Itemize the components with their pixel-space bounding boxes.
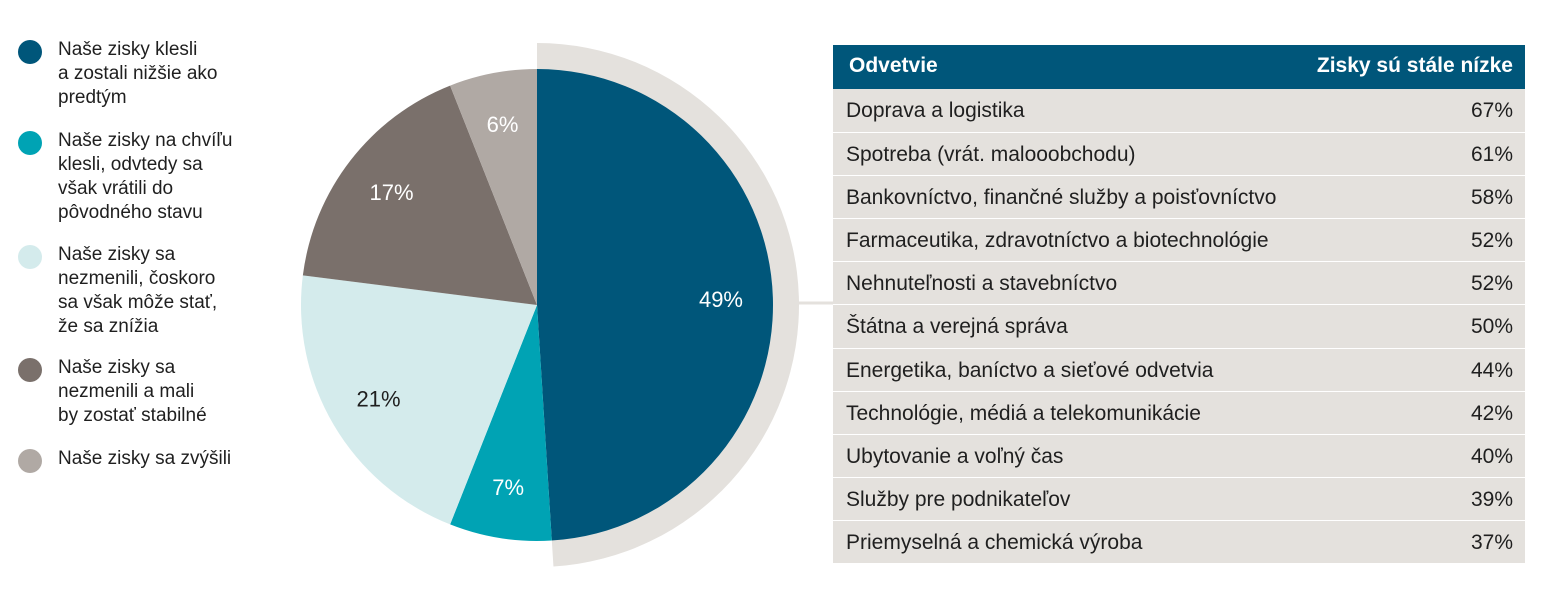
pie-slice-label: 21% [357, 387, 401, 412]
sector-value: 42% [1470, 401, 1513, 425]
sector-name: Bankovníctvo, finančné služby a poisťovn… [846, 186, 1277, 210]
pie-slice-label: 17% [370, 180, 414, 205]
legend-swatch [18, 131, 42, 155]
legend-label: Naše zisky na chvíľu klesli, odvtedy sa … [58, 130, 233, 223]
pie-slice [450, 69, 537, 305]
legend-swatch [18, 358, 42, 382]
table-row: Doprava a logistika 67% [833, 89, 1525, 132]
sector-table: Odvetvie Zisky sú stále nízke Doprava a … [833, 45, 1525, 564]
legend-label: Naše zisky sa nezmenili, čoskoro sa však… [58, 244, 218, 337]
sector-name: Štátna a verejná správa [846, 315, 1068, 339]
table-row: Ubytovanie a voľný čas 40% [833, 433, 1525, 477]
sector-value: 58% [1470, 186, 1513, 210]
pie-slice [302, 85, 537, 305]
sector-value: 39% [1470, 487, 1513, 511]
legend-swatch [18, 245, 42, 269]
table-row: Služby pre podnikateľov 39% [833, 476, 1525, 520]
table-row: Bankovníctvo, finančné služby a poisťovn… [833, 175, 1525, 218]
sector-value: 50% [1470, 315, 1513, 339]
sector-name: Priemyselná a chemická výroba [846, 530, 1143, 554]
sector-name: Energetika, baníctvo a sieťové odvetvia [846, 358, 1214, 382]
legend-label: Naše zisky klesli a zostali nižšie ako p… [58, 39, 218, 108]
sector-name: Farmaceutika, zdravotníctvo a biotechnol… [846, 229, 1269, 253]
pie-slice [537, 69, 773, 541]
table-body: Doprava a logistika 67% Spotreba (vrát. ma… [833, 89, 1525, 563]
sector-name: Ubytovanie a voľný čas [846, 444, 1064, 468]
pie-slice [301, 275, 537, 525]
pie-slice-label: 6% [487, 112, 519, 137]
sector-name: Doprava a logistika [846, 99, 1025, 122]
sector-value: 52% [1470, 272, 1513, 296]
pie-slice [450, 305, 552, 541]
sector-name: Technológie, médiá a telekomunikácie [846, 401, 1201, 425]
sector-value: 61% [1470, 143, 1513, 167]
legend-label: Naše zisky sa zvýšili [58, 448, 232, 469]
pie-slice-label: 49% [699, 287, 743, 312]
table-row: Technológie, médiá a telekomunikácie 42% [833, 390, 1525, 434]
table-row: Spotreba (vrát. malooobchodu) 61% [833, 132, 1525, 175]
column-header-sector: Odvetvie [849, 54, 938, 77]
sector-value: 37% [1470, 530, 1513, 554]
sector-name: Spotreba (vrát. malooobchodu) [846, 143, 1136, 167]
legend-swatch [18, 40, 42, 64]
table-row: Nehnuteľnosti a stavebníctvo 52% [833, 261, 1525, 304]
sector-name: Nehnuteľnosti a stavebníctvo [846, 272, 1118, 296]
sector-value: 44% [1470, 358, 1513, 382]
legend-swatch [18, 449, 42, 473]
sector-value: 40% [1470, 444, 1513, 468]
sector-value: 52% [1470, 229, 1513, 253]
table-row: Priemyselná a chemická výroba 37% [833, 519, 1525, 563]
table-row: Energetika, baníctvo a sieťové odvetvia 4… [833, 347, 1525, 391]
sector-value: 67% [1470, 99, 1513, 122]
table-row: Štátna a verejná správa 50% [833, 304, 1525, 347]
legend-label: Naše zisky sa nezmenili a mali by zostať… [58, 357, 207, 426]
pie-slice-label: 7% [492, 475, 524, 500]
table-row: Farmaceutika, zdravotníctvo a biotechnol… [833, 218, 1525, 261]
table-header: Odvetvie Zisky sú stále nízke [833, 45, 1525, 89]
sector-name: Služby pre podnikateľov [846, 487, 1071, 511]
column-header-low-profits: Zisky sú stále nízke [1316, 54, 1513, 77]
